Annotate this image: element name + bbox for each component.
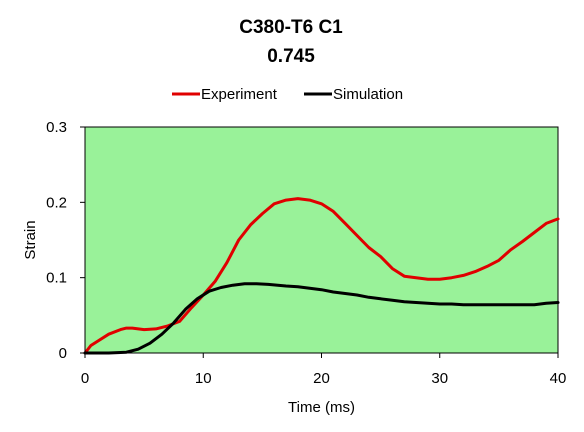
x-tick-label: 10 [195, 370, 212, 387]
x-tick-label: 0 [81, 370, 89, 387]
y-axis-label: Strain [22, 220, 39, 259]
legend-label: Experiment [201, 86, 278, 103]
y-tick-label: 0.2 [46, 194, 67, 211]
y-tick-label: 0.3 [46, 119, 67, 136]
legend-item-simulation: Simulation [304, 86, 403, 103]
series-line-simulation [83, 282, 560, 355]
x-tick-label: 30 [431, 370, 448, 387]
axes-layer: 0 10 20 30 40 0 0.1 0.2 0.3 [46, 119, 566, 387]
y-tick-label: 0 [59, 345, 67, 362]
chart-title: C380-T6 C1 [239, 17, 343, 38]
x-tick-label: 20 [313, 370, 330, 387]
series-layer [83, 197, 560, 355]
series-line-experiment [83, 197, 560, 355]
y-tick-label: 0.1 [46, 270, 67, 287]
chart-subtitle: 0.745 [267, 46, 315, 67]
chart-legend: Experiment Simulation [172, 86, 403, 103]
legend-item-experiment: Experiment [172, 86, 278, 103]
legend-label: Simulation [333, 86, 403, 103]
plot-area [84, 126, 559, 354]
x-tick-label: 40 [550, 370, 567, 387]
x-axis-label: Time (ms) [288, 399, 355, 416]
